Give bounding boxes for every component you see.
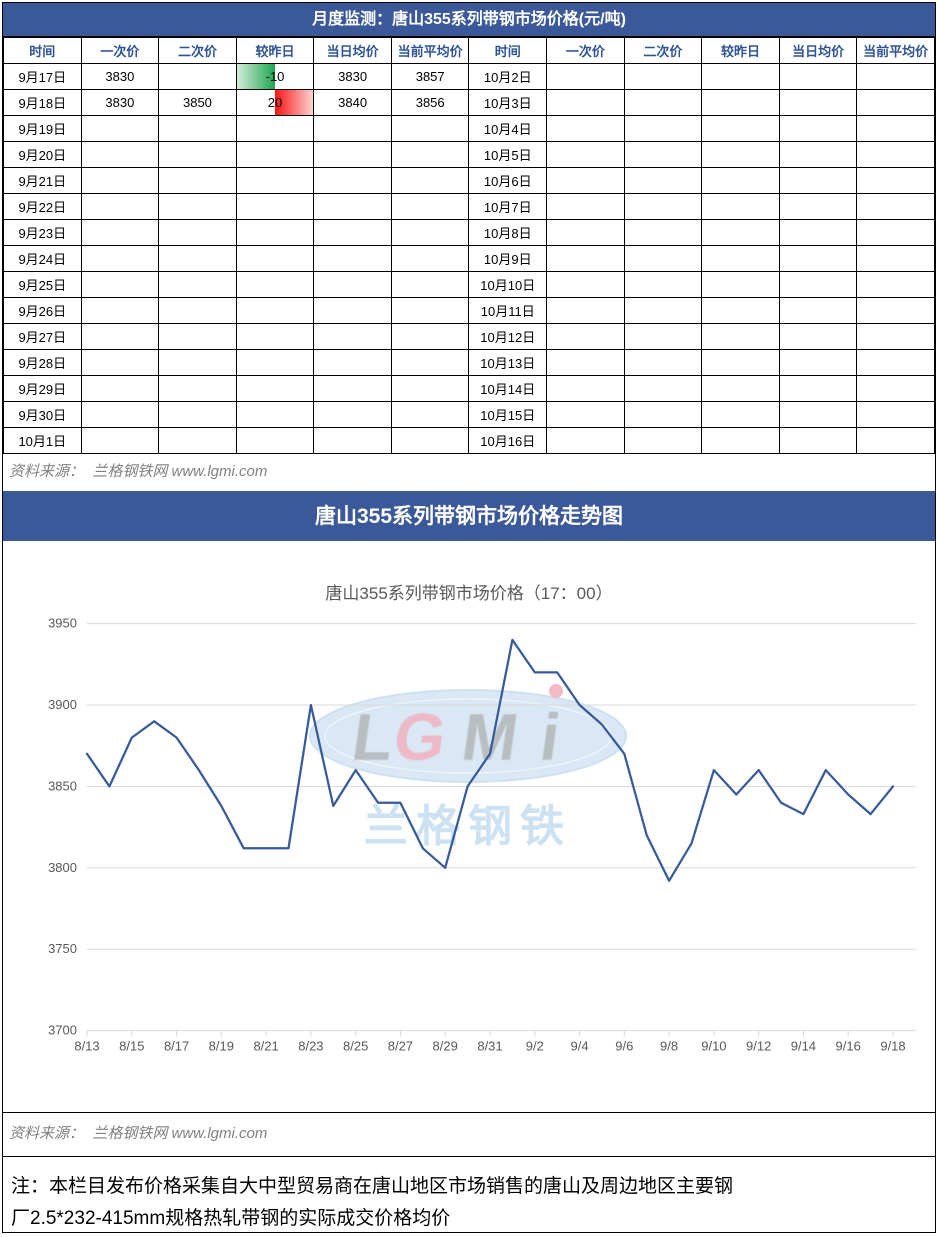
svg-text:9/6: 9/6 bbox=[615, 1038, 633, 1053]
svg-text:3700: 3700 bbox=[48, 1022, 77, 1037]
svg-text:8/25: 8/25 bbox=[343, 1038, 368, 1053]
svg-text:9/4: 9/4 bbox=[571, 1038, 589, 1053]
svg-text:9/14: 9/14 bbox=[791, 1038, 816, 1053]
svg-text:9/10: 9/10 bbox=[701, 1038, 726, 1053]
svg-text:3900: 3900 bbox=[48, 697, 77, 712]
svg-text:3750: 3750 bbox=[48, 941, 77, 956]
svg-text:9/2: 9/2 bbox=[526, 1038, 544, 1053]
svg-text:8/21: 8/21 bbox=[253, 1038, 278, 1053]
svg-text:3950: 3950 bbox=[48, 615, 77, 630]
svg-text:9/16: 9/16 bbox=[836, 1038, 861, 1053]
svg-text:8/19: 8/19 bbox=[209, 1038, 234, 1053]
svg-text:9/12: 9/12 bbox=[746, 1038, 771, 1053]
svg-text:3800: 3800 bbox=[48, 859, 77, 874]
svg-text:3850: 3850 bbox=[48, 778, 77, 793]
svg-text:8/27: 8/27 bbox=[388, 1038, 413, 1053]
svg-text:8/31: 8/31 bbox=[477, 1038, 502, 1053]
svg-text:8/23: 8/23 bbox=[298, 1038, 323, 1053]
svg-text:9/18: 9/18 bbox=[880, 1038, 905, 1053]
svg-text:8/15: 8/15 bbox=[119, 1038, 144, 1053]
svg-text:8/13: 8/13 bbox=[74, 1038, 99, 1053]
svg-text:8/17: 8/17 bbox=[164, 1038, 189, 1053]
svg-text:9/8: 9/8 bbox=[660, 1038, 678, 1053]
svg-text:8/29: 8/29 bbox=[433, 1038, 458, 1053]
